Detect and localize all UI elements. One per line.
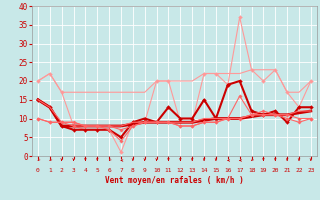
X-axis label: Vent moyen/en rafales ( km/h ): Vent moyen/en rafales ( km/h ) bbox=[105, 176, 244, 185]
